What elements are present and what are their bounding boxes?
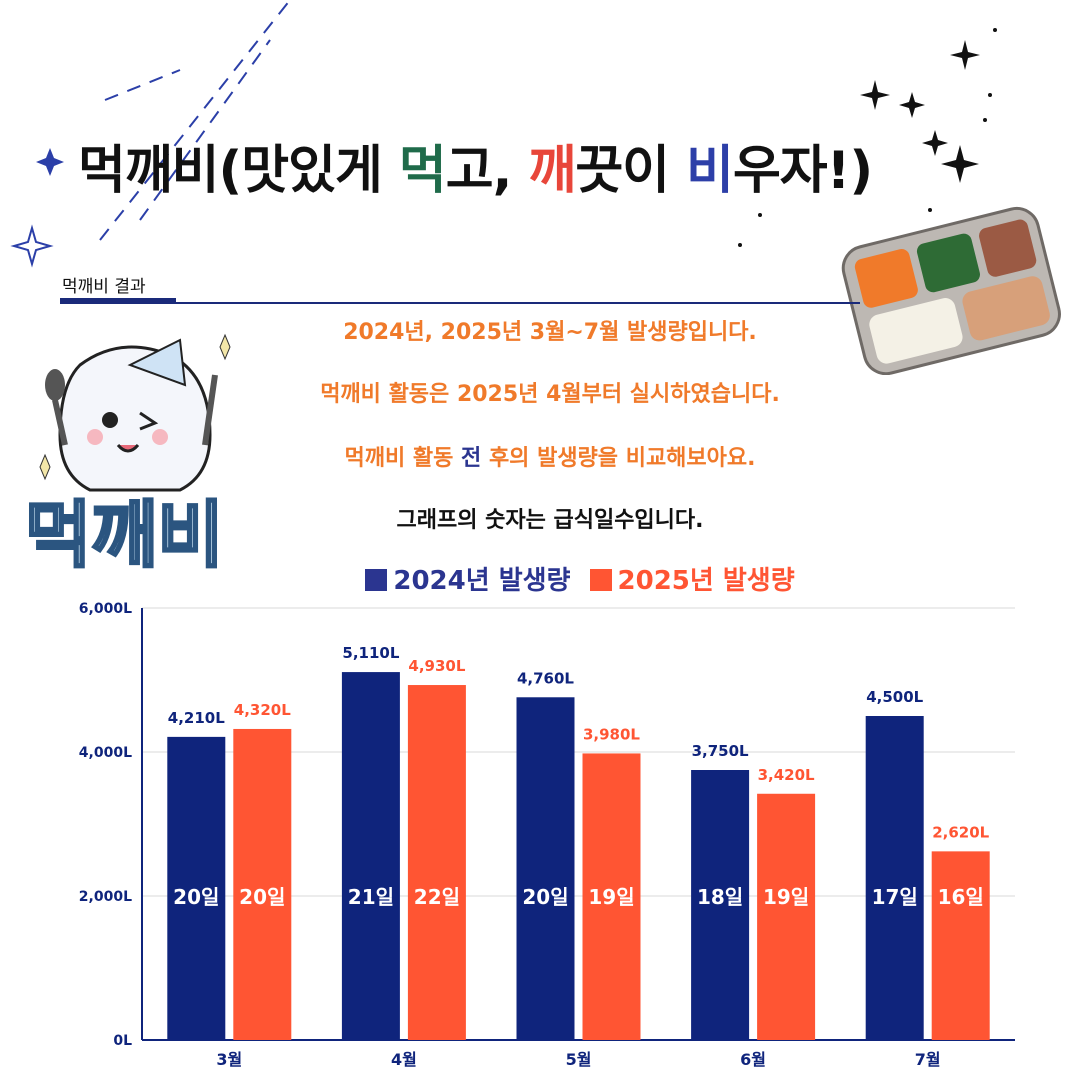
- star-icon: [899, 92, 925, 118]
- y-tick-label: 4,000L: [79, 745, 132, 761]
- x-tick-label: 5월: [566, 1050, 592, 1069]
- day-count-label: 16일: [938, 885, 984, 909]
- bar: [407, 685, 466, 1040]
- data-label: 2,620L: [932, 823, 989, 841]
- info-line-2: 먹깨비 활동은 2025년 4월부터 실시하였습니다.: [320, 382, 780, 407]
- divider: [60, 302, 860, 304]
- x-tick-label: 3월: [216, 1050, 242, 1069]
- bar: [865, 716, 924, 1040]
- bar: [516, 697, 575, 1040]
- section-label: 먹깨비 결과: [62, 277, 146, 297]
- food-tray-image: [841, 206, 1061, 375]
- info-line-1: 2024년, 2025년 3월~7월 발생량입니다.: [343, 320, 757, 345]
- x-tick-label: 7월: [915, 1050, 941, 1069]
- mascot-image: 먹깨비: [24, 333, 231, 579]
- data-label: 4,930L: [408, 657, 465, 675]
- chart-legend: 2024년 발생량 2025년 발생량: [200, 560, 960, 597]
- logo-text: 먹깨비: [25, 493, 224, 577]
- data-label: 4,320L: [234, 701, 291, 719]
- day-count-label: 21일: [348, 885, 394, 909]
- day-count-label: 20일: [239, 885, 285, 909]
- legend-swatch-2025: [589, 569, 612, 591]
- data-label: 3,980L: [583, 725, 640, 743]
- day-count-label: 19일: [588, 885, 634, 909]
- info-line-4: 그래프의 숫자는 급식일수입니다.: [396, 508, 704, 533]
- bar: [691, 770, 750, 1040]
- bar: [757, 793, 816, 1040]
- star-icon: [922, 130, 948, 156]
- y-tick-label: 6,000L: [79, 601, 132, 617]
- day-count-label: 20일: [173, 885, 219, 909]
- star-icon: [941, 145, 979, 183]
- star-icon: [860, 80, 890, 110]
- legend-label-2025: 2025년 발생량: [617, 566, 795, 596]
- legend-label-2024: 2024년 발생량: [393, 566, 571, 596]
- day-count-label: 19일: [763, 885, 809, 909]
- y-tick-label: 2,000L: [79, 889, 132, 905]
- day-count-label: 18일: [697, 885, 743, 909]
- data-label: 4,760L: [517, 669, 574, 687]
- legend-swatch-2024: [365, 569, 388, 591]
- page-title: 먹깨비(맛있게 먹고, 깨끗이 비우자!): [78, 141, 873, 201]
- star-icon: [950, 40, 980, 70]
- day-count-label: 22일: [414, 885, 460, 909]
- x-tick-label: 4월: [391, 1050, 417, 1069]
- data-label: 4,210L: [168, 709, 225, 727]
- data-label: 5,110L: [342, 644, 399, 662]
- decorative-lines: [10, 0, 997, 268]
- bar: [167, 736, 226, 1040]
- bar: [931, 851, 990, 1040]
- bar: [233, 728, 292, 1040]
- day-count-label: 17일: [872, 885, 918, 909]
- x-tick-label: 6월: [740, 1050, 766, 1069]
- bar: [341, 672, 400, 1040]
- bar-chart: 0L 2,000L 4,000L 6,000L 4,210L 20일 4,320L 20일 3월…: [79, 601, 1015, 1069]
- data-label: 4,500L: [866, 688, 923, 706]
- data-label: 3,420L: [758, 766, 815, 784]
- data-label: 3,750L: [692, 742, 749, 760]
- section-underline: [60, 298, 176, 303]
- sparkle-icon: [36, 148, 64, 176]
- bar: [582, 753, 641, 1040]
- sparkle-icon: [10, 224, 54, 268]
- info-line-3: 먹깨비 활동 전 후의 발생량을 비교해보아요.: [344, 446, 756, 471]
- day-count-label: 20일: [522, 885, 568, 909]
- y-tick-label: 0L: [113, 1033, 132, 1049]
